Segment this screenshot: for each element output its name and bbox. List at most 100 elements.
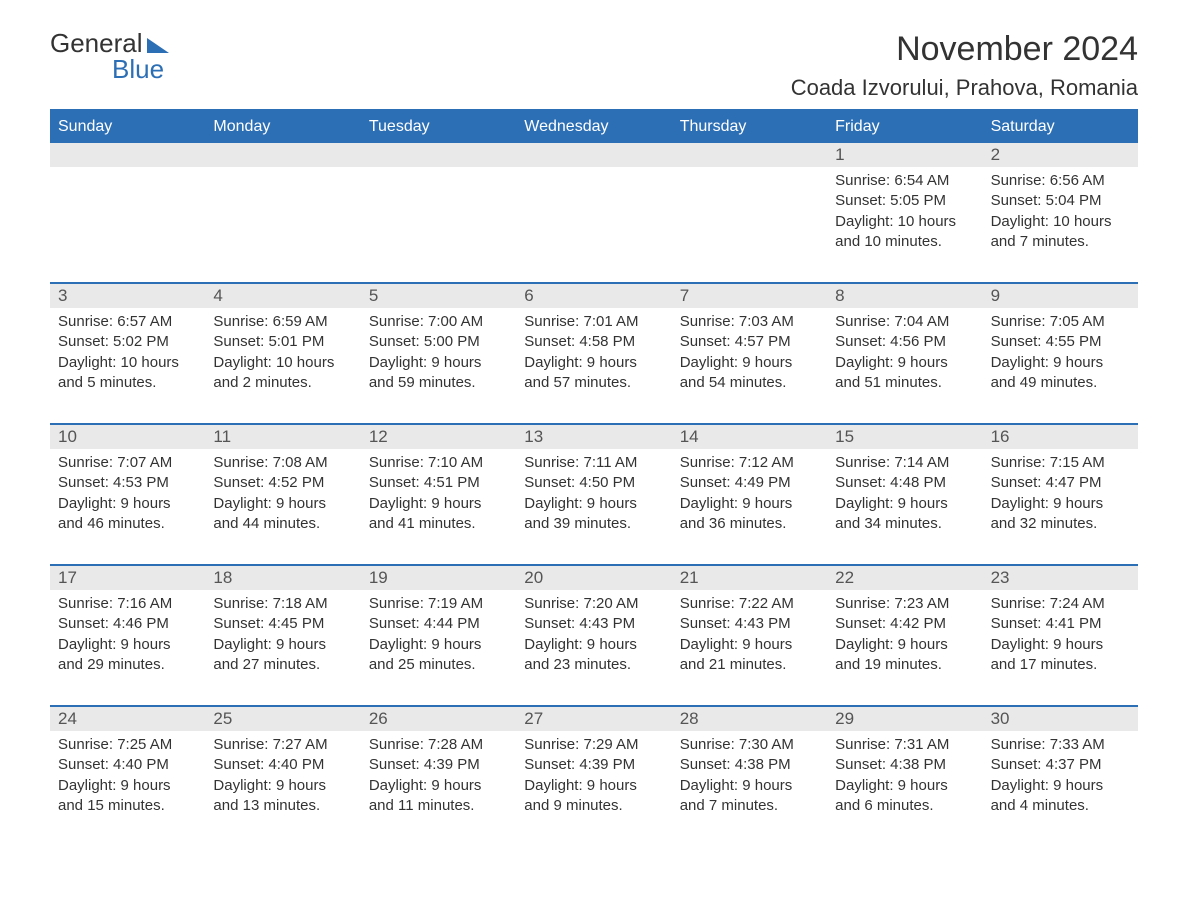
day-number: 30: [983, 707, 1138, 731]
sunrise-text: Sunrise: 7:03 AM: [680, 312, 819, 332]
location: Coada Izvorului, Prahova, Romania: [791, 75, 1138, 101]
weekday-header: Friday: [827, 111, 982, 143]
day-info: Sunrise: 7:11 AMSunset: 4:50 PMDaylight:…: [524, 453, 663, 534]
day-cell: 26Sunrise: 7:28 AMSunset: 4:39 PMDayligh…: [361, 707, 516, 834]
day-number: 27: [516, 707, 671, 731]
day-cell: 15 Sunrise: 7:14 AMSunset: 4:48 PMDayligh…: [827, 425, 982, 552]
daylight-text: Daylight: 9 hours and 36 minutes.: [680, 494, 819, 535]
day-cell: 14 Sunrise: 7:12 AMSunset: 4:49 PMDayligh…: [672, 425, 827, 552]
calendar: SundayMondayTuesdayWednesdayThursdayFrid…: [50, 109, 1138, 834]
day-cell: 2Sunrise: 6:56 AMSunset: 5:04 PMDaylight…: [983, 143, 1138, 270]
sunrise-text: Sunrise: 7:08 AM: [213, 453, 352, 473]
day-cell: [361, 143, 516, 270]
week-row: 10Sunrise: 7:07 AMSunset: 4:53 PMDayligh…: [50, 423, 1138, 552]
day-cell: 6 Sunrise: 7:01 AMSunset: 4:58 PMDaylight…: [516, 284, 671, 411]
day-info: Sunrise: 7:01 AMSunset: 4:58 PMDaylight:…: [524, 312, 663, 393]
day-number: 14: [672, 425, 827, 449]
sunrise-text: Sunrise: 7:16 AM: [58, 594, 197, 614]
sunrise-text: Sunrise: 7:30 AM: [680, 735, 819, 755]
day-cell: 23Sunrise: 7:24 AMSunset: 4:41 PMDayligh…: [983, 566, 1138, 693]
daylight-text: Daylight: 9 hours and 11 minutes.: [369, 776, 508, 817]
day-number: 21: [672, 566, 827, 590]
daylight-text: Daylight: 9 hours and 7 minutes.: [680, 776, 819, 817]
daylight-text: Daylight: 9 hours and 29 minutes.: [58, 635, 197, 676]
daylight-text: Daylight: 9 hours and 6 minutes.: [835, 776, 974, 817]
sunrise-text: Sunrise: 7:15 AM: [991, 453, 1130, 473]
week-row: 24Sunrise: 7:25 AMSunset: 4:40 PMDayligh…: [50, 705, 1138, 834]
sunset-text: Sunset: 4:53 PM: [58, 473, 197, 493]
day-info: Sunrise: 7:00 AMSunset: 5:00 PMDaylight:…: [369, 312, 508, 393]
day-cell: 22 Sunrise: 7:23 AMSunset: 4:42 PMDayligh…: [827, 566, 982, 693]
sunset-text: Sunset: 5:01 PM: [213, 332, 352, 352]
week-spacer: [50, 411, 1138, 423]
day-number: 19: [361, 566, 516, 590]
day-number: [516, 143, 671, 167]
sunrise-text: Sunrise: 7:12 AM: [680, 453, 819, 473]
day-number: 22: [827, 566, 982, 590]
sunset-text: Sunset: 5:05 PM: [835, 191, 974, 211]
weekday-header: Sunday: [50, 111, 205, 143]
day-number: 28: [672, 707, 827, 731]
day-number: 23: [983, 566, 1138, 590]
daylight-text: Daylight: 9 hours and 15 minutes.: [58, 776, 197, 817]
day-number: 15: [827, 425, 982, 449]
daylight-text: Daylight: 9 hours and 32 minutes.: [991, 494, 1130, 535]
sunrise-text: Sunrise: 7:22 AM: [680, 594, 819, 614]
sunrise-text: Sunrise: 7:29 AM: [524, 735, 663, 755]
sunrise-text: Sunrise: 7:25 AM: [58, 735, 197, 755]
weekday-header: Wednesday: [516, 111, 671, 143]
day-number: 10: [50, 425, 205, 449]
day-number: 9: [983, 284, 1138, 308]
sunset-text: Sunset: 5:04 PM: [991, 191, 1130, 211]
sunset-text: Sunset: 4:49 PM: [680, 473, 819, 493]
day-info: Sunrise: 7:33 AMSunset: 4:37 PMDaylight:…: [991, 735, 1130, 816]
sunset-text: Sunset: 4:38 PM: [680, 755, 819, 775]
daylight-text: Daylight: 10 hours and 10 minutes.: [835, 212, 974, 253]
day-info: Sunrise: 7:07 AMSunset: 4:53 PMDaylight:…: [58, 453, 197, 534]
day-cell: 28 Sunrise: 7:30 AMSunset: 4:38 PMDayligh…: [672, 707, 827, 834]
sunset-text: Sunset: 4:37 PM: [991, 755, 1130, 775]
sunrise-text: Sunrise: 7:20 AM: [524, 594, 663, 614]
day-cell: 30 Sunrise: 7:33 AMSunset: 4:37 PMDayligh…: [983, 707, 1138, 834]
week-row: 1Sunrise: 6:54 AMSunset: 5:05 PMDaylight…: [50, 143, 1138, 270]
sunrise-text: Sunrise: 7:04 AM: [835, 312, 974, 332]
sunrise-text: Sunrise: 7:18 AM: [213, 594, 352, 614]
day-cell: 3Sunrise: 6:57 AMSunset: 5:02 PMDaylight…: [50, 284, 205, 411]
week-row: 3Sunrise: 6:57 AMSunset: 5:02 PMDaylight…: [50, 282, 1138, 411]
day-number: 24: [50, 707, 205, 731]
day-cell: 19Sunrise: 7:19 AMSunset: 4:44 PMDayligh…: [361, 566, 516, 693]
day-cell: 20Sunrise: 7:20 AMSunset: 4:43 PMDayligh…: [516, 566, 671, 693]
logo-triangle-icon: [147, 38, 169, 53]
sunrise-text: Sunrise: 6:56 AM: [991, 171, 1130, 191]
sunrise-text: Sunrise: 7:33 AM: [991, 735, 1130, 755]
daylight-text: Daylight: 9 hours and 17 minutes.: [991, 635, 1130, 676]
day-info: Sunrise: 7:16 AMSunset: 4:46 PMDaylight:…: [58, 594, 197, 675]
day-number: 17: [50, 566, 205, 590]
day-number: 11: [205, 425, 360, 449]
weeks-container: 1Sunrise: 6:54 AMSunset: 5:05 PMDaylight…: [50, 143, 1138, 834]
day-number: 6: [516, 284, 671, 308]
day-info: Sunrise: 7:10 AMSunset: 4:51 PMDaylight:…: [369, 453, 508, 534]
day-info: Sunrise: 7:14 AMSunset: 4:48 PMDaylight:…: [835, 453, 974, 534]
day-cell: 10 Sunrise: 7:07 AMSunset: 4:53 PMDayligh…: [50, 425, 205, 552]
day-info: Sunrise: 7:18 AMSunset: 4:45 PMDaylight:…: [213, 594, 352, 675]
sunset-text: Sunset: 4:39 PM: [524, 755, 663, 775]
weekday-header: Saturday: [983, 111, 1138, 143]
daylight-text: Daylight: 9 hours and 19 minutes.: [835, 635, 974, 676]
day-cell: 29Sunrise: 7:31 AMSunset: 4:38 PMDayligh…: [827, 707, 982, 834]
day-cell: 8Sunrise: 7:04 AMSunset: 4:56 PMDaylight…: [827, 284, 982, 411]
title-block: November 2024 Coada Izvorului, Prahova, …: [791, 30, 1138, 101]
sunrise-text: Sunrise: 7:07 AM: [58, 453, 197, 473]
daylight-text: Daylight: 9 hours and 21 minutes.: [680, 635, 819, 676]
day-info: Sunrise: 6:59 AMSunset: 5:01 PMDaylight:…: [213, 312, 352, 393]
day-info: Sunrise: 7:15 AMSunset: 4:47 PMDaylight:…: [991, 453, 1130, 534]
daylight-text: Daylight: 9 hours and 9 minutes.: [524, 776, 663, 817]
day-number: 13: [516, 425, 671, 449]
day-info: Sunrise: 7:23 AMSunset: 4:42 PMDaylight:…: [835, 594, 974, 675]
daylight-text: Daylight: 9 hours and 39 minutes.: [524, 494, 663, 535]
day-number: 29: [827, 707, 982, 731]
sunrise-text: Sunrise: 6:54 AM: [835, 171, 974, 191]
day-info: Sunrise: 6:57 AMSunset: 5:02 PMDaylight:…: [58, 312, 197, 393]
sunset-text: Sunset: 4:43 PM: [680, 614, 819, 634]
sunrise-text: Sunrise: 7:14 AM: [835, 453, 974, 473]
